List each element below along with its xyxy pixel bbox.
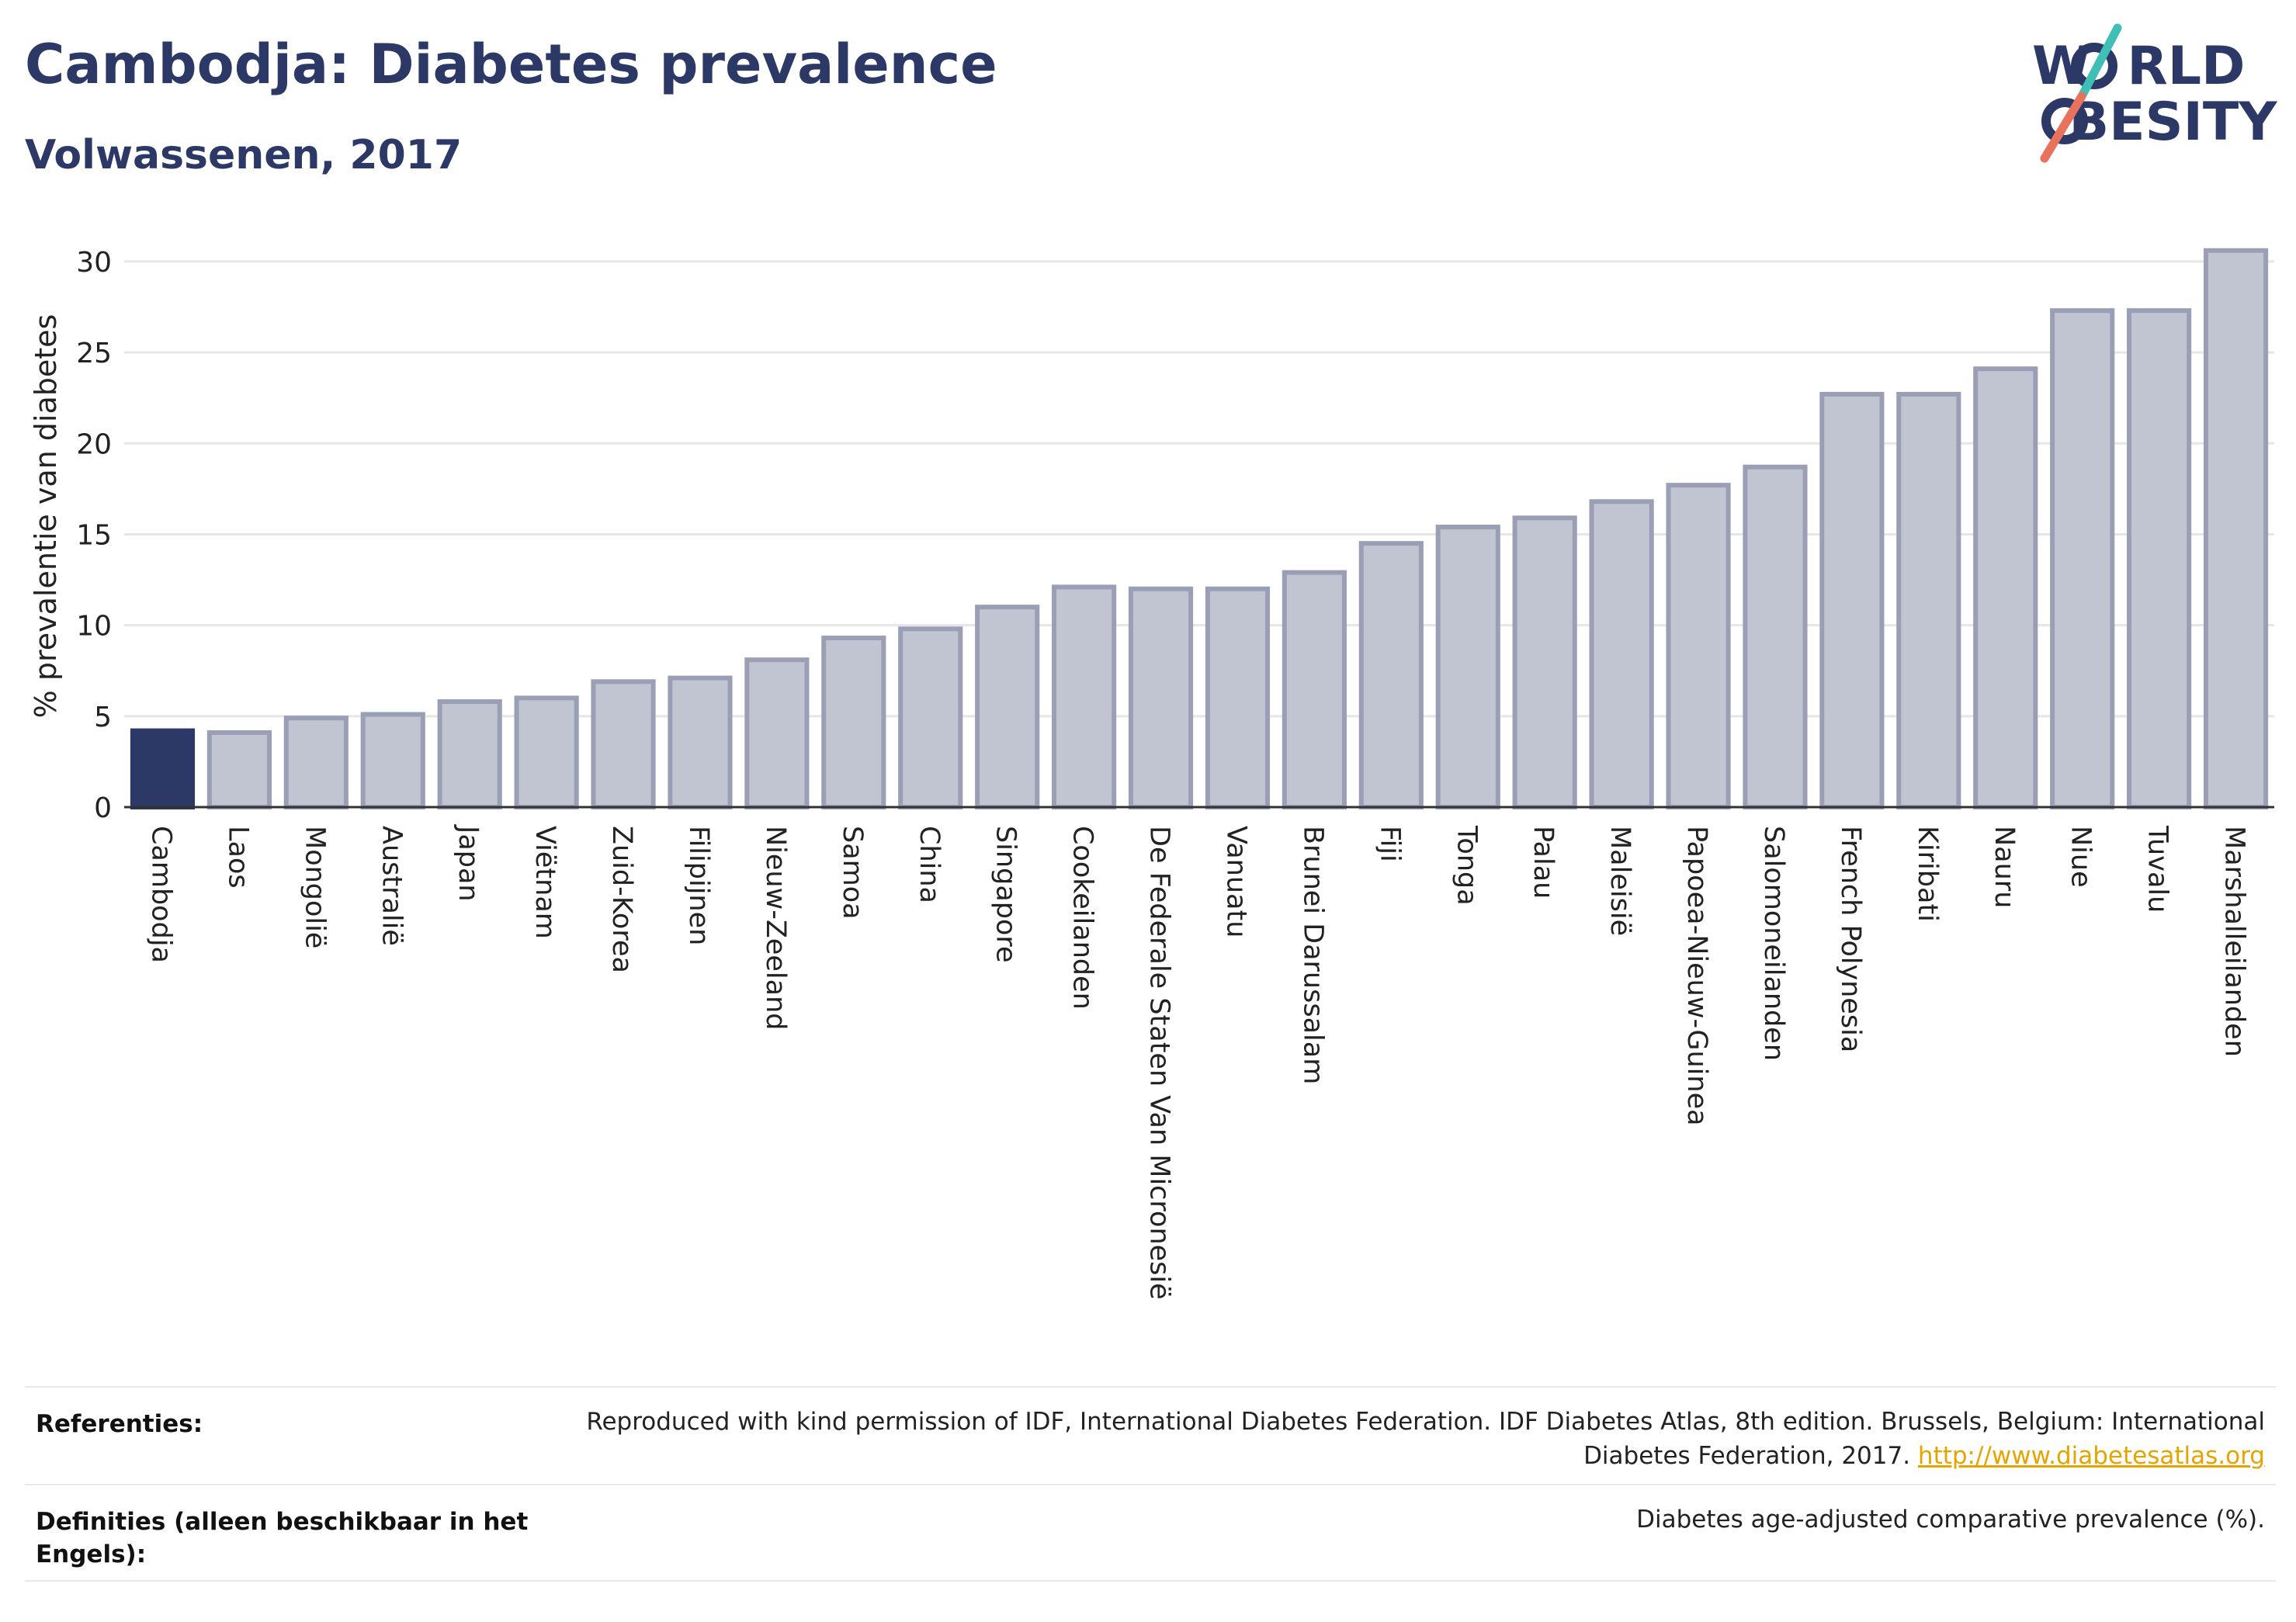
x-tick-label: Tuvalu [2142,825,2173,913]
bar-samoa [821,636,886,809]
x-tick-label: Laos [222,826,253,889]
x-tick-label: Cambodja [145,826,176,963]
logo-slash-bottom [2040,92,2086,163]
footer-divider-bottom [25,1580,2276,1582]
page-title: Cambodja: Diabetes prevalence [25,33,997,96]
logo-o-top [2071,43,2117,89]
bar-maleisi- [1589,499,1654,809]
y-tick-label: 0 [94,792,112,824]
logo-slash-top [2077,23,2122,101]
bar-zuid-korea [591,679,656,809]
logo-line-1: W RLD [2032,36,2246,97]
x-tick-label: Maleisië [1604,826,1635,936]
x-tick-label: Viëtnam [529,826,560,939]
references-body: Reproduced with kind permission of IDF, … [586,1408,2265,1470]
x-tick-label: Singapore [990,826,1021,963]
bar-kiribati [1896,391,1961,809]
references-row: Referenties: Reproduced with kind permis… [25,1386,2276,1484]
x-tick-label: Vanuatu [1220,826,1251,938]
page-subtitle: Volwassenen, 2017 [25,132,463,178]
x-tick-label: De Federale Staten Van Micronesië [1144,826,1175,1300]
footer-divider-top [25,1386,2276,1388]
x-tick-label: Nauru [1989,826,2020,908]
x-tick-label: Zuid-Korea [606,826,637,973]
bar-nauru [1973,366,2038,809]
bar-japan [437,699,502,809]
x-tick-label: French Polynesia [1835,826,1866,1052]
x-tick-label: Brunei Darussalam [1297,826,1328,1084]
x-tick-label: Kiribati [1912,826,1943,922]
bar-fiji [1358,541,1424,809]
bar-palau [1512,515,1577,809]
bar-nieuw-zeeland [744,657,810,809]
y-tick-label: 25 [76,338,112,369]
world-obesity-logo: W RLD BESITY [2032,23,2277,163]
bar-china [898,626,963,809]
bar-salomoneilanden [1743,464,1808,809]
bar-vanuatu [1205,586,1271,809]
x-tick-label: Samoa [837,826,868,920]
x-tick-label: Papoea-Nieuw-Guinea [1681,826,1712,1126]
x-tick-label: Nieuw-Zeeland [760,826,791,1031]
bar-singapore [975,605,1040,809]
bar-papoea-nieuw-guinea [1666,483,1731,809]
x-tick-label: Australië [376,826,407,946]
bar-brunei-darussalam [1282,570,1347,809]
y-tick-label: 10 [76,611,112,643]
x-tick-label: China [914,826,945,903]
y-tick-label: 30 [76,247,112,279]
references-link[interactable]: http://www.diabetesatlas.org [1917,1442,2265,1470]
logo-o-bottom [2041,98,2088,144]
x-tick-label: Fiji [1374,826,1405,862]
bar-cambodja [130,728,196,809]
y-tick-label: 20 [76,428,112,460]
bar-marshalleilanden [2203,248,2269,809]
bar-vi-tnam [514,695,579,809]
x-tick-label: Filipijnen [683,826,714,945]
x-tick-label: Cookeilanden [1067,826,1098,1010]
y-tick-label: 5 [94,702,112,733]
bar-tonga [1435,525,1500,809]
references-text: Reproduced with kind permission of IDF, … [557,1405,2265,1473]
bar-de-federale-staten-van-micronesi- [1128,586,1194,809]
bar-french-polynesia [1819,391,1885,809]
footer-divider-middle [25,1484,2276,1485]
x-tick-label: Niue [2065,826,2097,888]
diabetes-bar-chart: 0 5 10 15 20 25 30 Cambodja Laos Mongolië Austral… [29,247,2274,1300]
x-tick-label: Tonga [1451,825,1482,906]
bar-niue [2050,308,2115,809]
x-tick-label: Palau [1528,826,1559,899]
x-axis-labels: Cambodja Laos Mongolië Australië Japan Viëtna… [145,824,2249,1300]
definitions-row: Definities (alleen beschikbaar in het En… [25,1484,2276,1582]
x-tick-label: Marshalleilanden [2219,826,2250,1057]
bar-mongoli- [283,716,349,809]
bar-filipijnen [668,675,733,809]
definitions-text: Diabetes age-adjusted comparative preval… [1636,1506,2265,1534]
y-tick-label: 15 [76,519,112,551]
definitions-label: Definities (alleen beschikbaar in het En… [36,1508,529,1568]
references-label: Referenties: [36,1410,203,1438]
bar-australi- [360,712,425,809]
bar-laos [206,730,272,809]
x-tick-label: Mongolië [299,826,330,948]
x-tick-label: Salomoneilanden [1758,826,1789,1061]
y-axis-label: % prevalentie van diabetes [29,314,63,719]
y-axis-ticks: 0 5 10 15 20 25 30 [76,247,112,824]
chart-bars [130,248,2269,809]
bar-cookeilanden [1052,584,1117,809]
bar-tuvalu [2127,308,2192,809]
x-tick-label: Japan [453,824,484,902]
